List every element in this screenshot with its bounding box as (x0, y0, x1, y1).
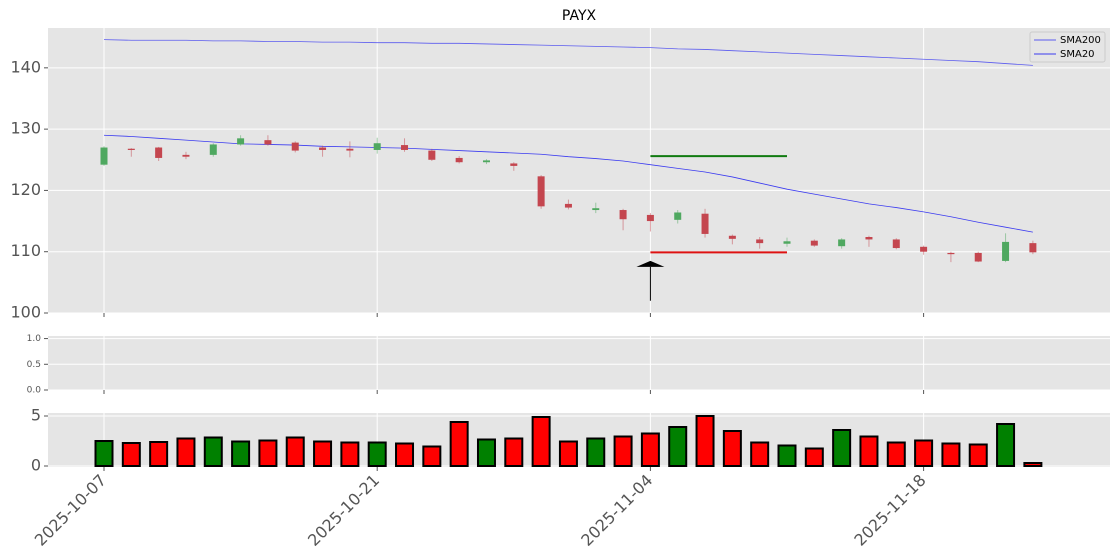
candle-body (209, 144, 217, 155)
volume-bar (422, 445, 442, 467)
y-tick-label: 130 (10, 119, 41, 138)
arrow-head (636, 260, 665, 267)
candle-body (646, 214, 654, 222)
volume-bar (449, 421, 469, 467)
candle-body (728, 235, 736, 239)
y-tick-label: 110 (10, 241, 41, 260)
y-tick-label: 0.0 (27, 386, 42, 396)
candle-body (155, 147, 163, 158)
candle-body (892, 239, 900, 249)
volume-bar (258, 439, 278, 467)
y-tick-label: 0 (31, 456, 41, 475)
plot-area (48, 28, 1110, 313)
volume-bar (695, 415, 715, 467)
candle-body (346, 148, 354, 151)
volume-bar (941, 442, 961, 467)
candle-body (482, 160, 490, 163)
volume-bar (859, 435, 879, 467)
candle-body (756, 239, 764, 244)
volume-bar (668, 426, 688, 467)
candle-body (920, 246, 928, 252)
candle-body (619, 210, 627, 220)
candle-body (401, 145, 409, 150)
x-tick-label: 2025-11-04 (577, 471, 656, 550)
candle-body (237, 138, 245, 145)
volume-bar (231, 440, 251, 467)
volume-bar (149, 441, 169, 467)
candle-body (182, 154, 190, 157)
plot-area (48, 336, 1110, 390)
volume-bar (285, 436, 305, 467)
candle-body (974, 252, 982, 262)
candle-body (701, 213, 709, 234)
volume-bar (613, 435, 633, 467)
volume-bar (968, 443, 988, 467)
volume-bar (340, 441, 360, 467)
volume-bar (203, 436, 223, 467)
volume-bar (476, 438, 496, 467)
y-tick-label: 0.5 (27, 360, 41, 370)
volume-bar (914, 439, 934, 467)
sma-line (103, 134, 1033, 233)
candle-body (564, 203, 572, 208)
legend-label: SMA200 (1060, 35, 1101, 46)
x-tick-label: 2025-10-21 (304, 471, 383, 550)
candle-body (592, 208, 600, 211)
volume-bar (121, 442, 141, 467)
y-tick-label: 140 (10, 57, 41, 76)
candle-body (1029, 243, 1037, 253)
candle-body (127, 148, 135, 150)
volume-bar (558, 440, 578, 467)
volume-bar (886, 441, 906, 467)
candle-body (319, 147, 327, 150)
candle-body (838, 239, 846, 247)
candle-body (264, 140, 272, 145)
candle-body (865, 237, 873, 240)
volume-bar (313, 440, 333, 467)
volume-bar (504, 437, 524, 467)
candle-body (373, 143, 381, 150)
candle-body (783, 241, 791, 244)
volume-bar (1023, 462, 1043, 467)
volume-bar (367, 441, 387, 467)
candle-body (510, 163, 518, 166)
volume-bar (996, 423, 1016, 467)
volume-bar (94, 440, 114, 467)
y-tick-label: 1.0 (27, 334, 42, 344)
volume-bar (722, 430, 742, 467)
candle-body (947, 252, 955, 255)
volume-bar (531, 416, 551, 467)
y-tick-label: 5 (31, 406, 41, 425)
candle-body (674, 212, 682, 220)
sma-line (103, 39, 1033, 66)
y-tick-label: 100 (10, 303, 41, 322)
x-tick-label: 2025-11-18 (850, 471, 929, 550)
candle-body (100, 147, 108, 165)
volume-bar (832, 429, 852, 467)
y-tick-label: 120 (10, 180, 41, 199)
legend-label: SMA20 (1060, 49, 1095, 60)
x-tick-label: 2025-10-07 (31, 471, 110, 550)
volume-bar (586, 437, 606, 467)
volume-bar (395, 442, 415, 467)
candle-body (1002, 241, 1010, 261)
candle-body (428, 150, 436, 160)
candle-body (291, 142, 299, 151)
candle-body (810, 240, 818, 246)
volume-bar (750, 441, 770, 467)
volume-bar (176, 437, 196, 467)
chart-title: PAYX (562, 8, 597, 24)
candle-body (455, 157, 463, 163)
volume-bar (640, 432, 660, 467)
volume-bar (804, 447, 824, 467)
candle-body (537, 176, 545, 207)
volume-bar (777, 444, 797, 467)
